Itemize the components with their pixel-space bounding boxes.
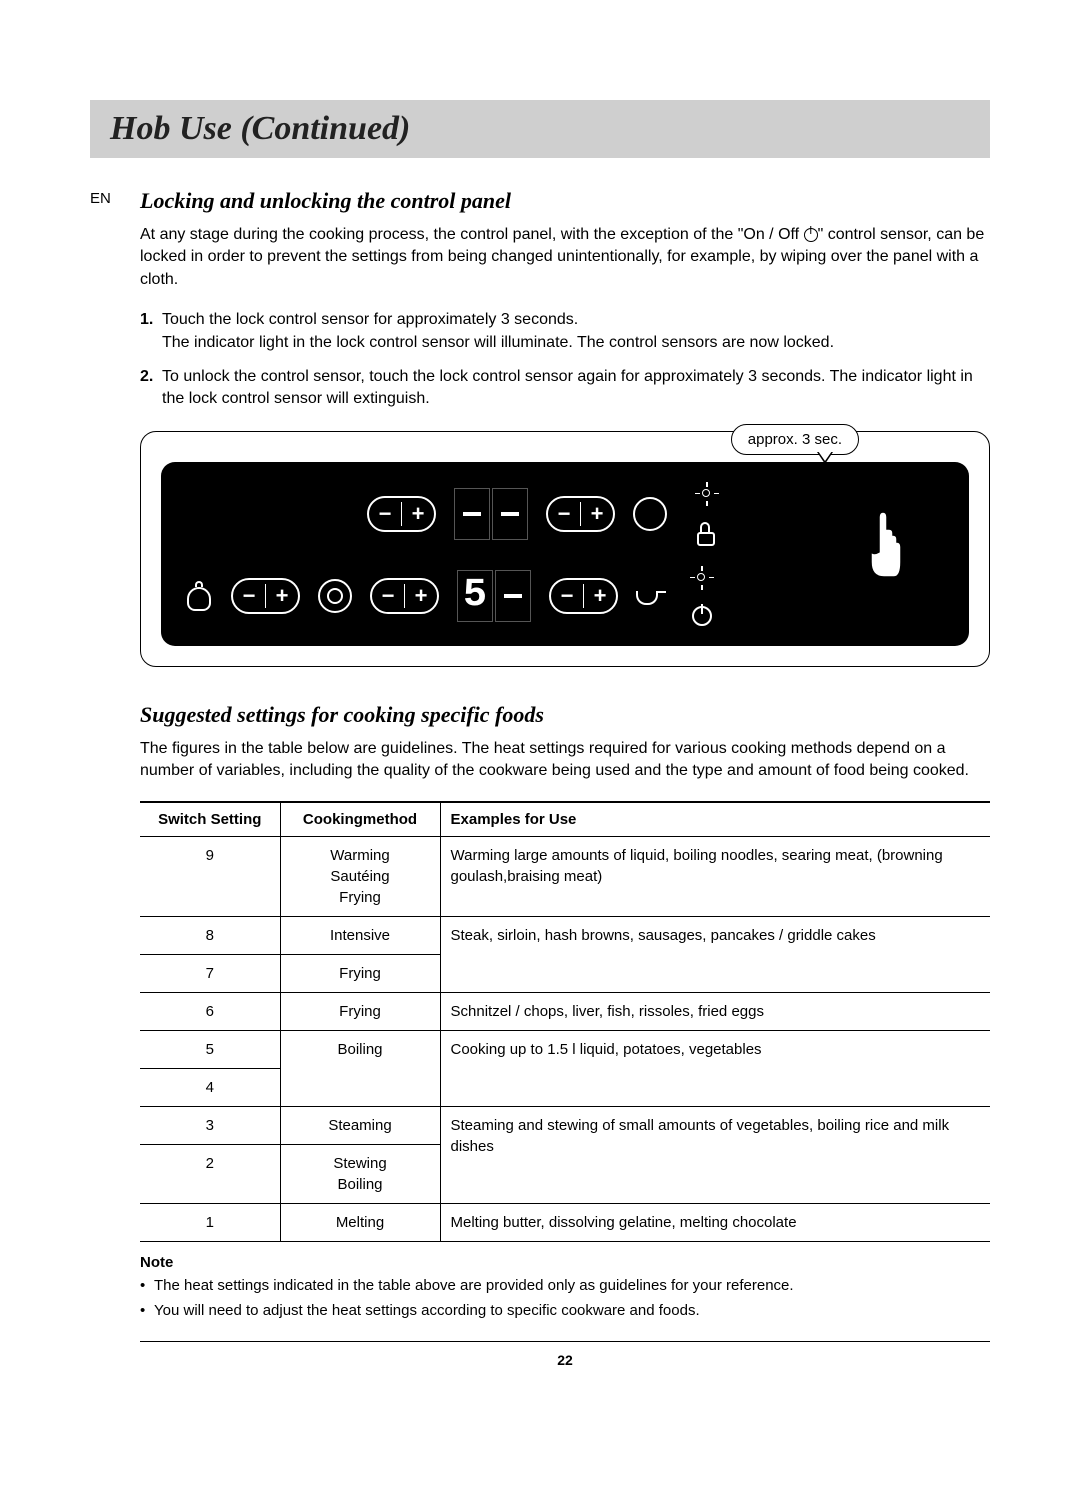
steps-list: Touch the lock control sensor for approx… <box>140 309 990 411</box>
cell-example: Schnitzel / chops, liver, fish, rissoles… <box>440 992 990 1030</box>
banner-title: Hob Use (Continued) <box>110 110 970 148</box>
cell-setting: 4 <box>140 1068 280 1106</box>
brightness-icon <box>690 566 714 590</box>
cell-example: Cooking up to 1.5 l liquid, potatoes, ve… <box>440 1030 990 1106</box>
power-icon <box>692 606 712 626</box>
note-heading: Note <box>140 1254 990 1271</box>
minus-plus-control: − + <box>370 578 439 614</box>
panel-top-row: − + − + <box>185 482 945 546</box>
speech-bubble: approx. 3 sec. <box>731 424 859 455</box>
page-number: 22 <box>140 1352 990 1368</box>
cell-example: Steak, sirloin, hash browns, sausages, p… <box>440 916 990 992</box>
plus-icon: + <box>405 580 437 612</box>
lock-icon <box>697 522 717 546</box>
subheading-settings: Suggested settings for cooking specific … <box>140 702 990 728</box>
minus-plus-control: − + <box>549 578 618 614</box>
hand-pointer-icon <box>859 507 909 587</box>
cell-setting: 7 <box>140 954 280 992</box>
col-method: Cookingmethod <box>280 802 440 837</box>
cell-setting: 2 <box>140 1144 280 1203</box>
minus-plus-control: − + <box>231 578 300 614</box>
cell-setting: 9 <box>140 836 280 916</box>
plus-icon: + <box>266 580 298 612</box>
col-examples: Examples for Use <box>440 802 990 837</box>
cell-method: Intensive <box>280 916 440 954</box>
step-2: To unlock the control sensor, touch the … <box>140 366 990 411</box>
table-row: 1 Melting Melting butter, dissolving gel… <box>140 1203 990 1241</box>
plus-icon: + <box>402 498 434 530</box>
note-item: The heat settings indicated in the table… <box>140 1275 990 1296</box>
subheading-locking: Locking and unlocking the control panel <box>140 188 990 214</box>
minus-icon: − <box>372 580 404 612</box>
minus-plus-control: − + <box>367 496 436 532</box>
manual-page: Hob Use (Continued) EN Locking and unloc… <box>0 0 1080 1486</box>
cell-example: Melting butter, dissolving gelatine, mel… <box>440 1203 990 1241</box>
control-panel-diagram: approx. 3 sec. − + <box>140 431 990 667</box>
dash-icon <box>463 512 481 516</box>
table-row: 5 Boiling Cooking up to 1.5 l liquid, po… <box>140 1030 990 1068</box>
dash-icon <box>504 594 522 598</box>
table-row: 6 Frying Schnitzel / chops, liver, fish,… <box>140 992 990 1030</box>
panel-bottom-row: − + − + 5 <box>185 566 945 626</box>
settings-table: Switch Setting Cookingmethod Examples fo… <box>140 801 990 1242</box>
minus-icon: − <box>551 580 583 612</box>
control-panel: − + − + <box>161 462 969 646</box>
note-list: The heat settings indicated in the table… <box>140 1275 990 1321</box>
minus-icon: − <box>369 498 401 530</box>
note-item: You will need to adjust the heat setting… <box>140 1300 990 1321</box>
cell-method: Warming Sautéing Frying <box>280 836 440 916</box>
table-row: 9 Warming Sautéing Frying Warming large … <box>140 836 990 916</box>
zone-select-icon <box>633 497 667 531</box>
cell-method: Boiling <box>280 1030 440 1106</box>
minus-icon: − <box>233 580 265 612</box>
table-header-row: Switch Setting Cookingmethod Examples fo… <box>140 802 990 837</box>
cell-method: Frying <box>280 954 440 992</box>
display-bottom: 5 <box>457 570 531 622</box>
cell-setting: 6 <box>140 992 280 1030</box>
cell-method: Steaming <box>280 1106 440 1144</box>
intro-text-a: At any stage during the cooking process,… <box>140 226 804 243</box>
cell-method: Stewing Boiling <box>280 1144 440 1203</box>
content-body: Locking and unlocking the control panel … <box>140 188 990 1368</box>
power-icon <box>804 228 818 242</box>
dash-icon <box>501 512 519 516</box>
minus-plus-control: − + <box>546 496 615 532</box>
cell-setting: 8 <box>140 916 280 954</box>
cell-setting: 1 <box>140 1203 280 1241</box>
step-1: Touch the lock control sensor for approx… <box>140 309 990 354</box>
cell-method: Frying <box>280 992 440 1030</box>
digit-display: 5 <box>463 573 487 618</box>
plus-icon: + <box>584 580 616 612</box>
minus-icon: − <box>548 498 580 530</box>
timer-icon <box>185 581 213 611</box>
display-top <box>454 488 528 540</box>
settings-intro: The figures in the table below are guide… <box>140 738 990 783</box>
col-switch: Switch Setting <box>140 802 280 837</box>
cell-example: Steaming and stewing of small amounts of… <box>440 1106 990 1203</box>
language-tag: EN <box>90 188 120 1368</box>
pan-detect-icon <box>636 585 662 607</box>
cell-method: Melting <box>280 1203 440 1241</box>
zone-target-icon <box>318 579 352 613</box>
brightness-icon <box>695 482 719 506</box>
footer-rule <box>140 1341 990 1342</box>
cell-setting: 5 <box>140 1030 280 1068</box>
plus-icon: + <box>581 498 613 530</box>
section-banner: Hob Use (Continued) <box>90 100 990 158</box>
cell-setting: 3 <box>140 1106 280 1144</box>
content-row: EN Locking and unlocking the control pan… <box>90 188 990 1368</box>
intro-paragraph: At any stage during the cooking process,… <box>140 224 990 291</box>
table-row: 3 Steaming Steaming and stewing of small… <box>140 1106 990 1144</box>
cell-example: Warming large amounts of liquid, boiling… <box>440 836 990 916</box>
table-row: 8 Intensive Steak, sirloin, hash browns,… <box>140 916 990 954</box>
